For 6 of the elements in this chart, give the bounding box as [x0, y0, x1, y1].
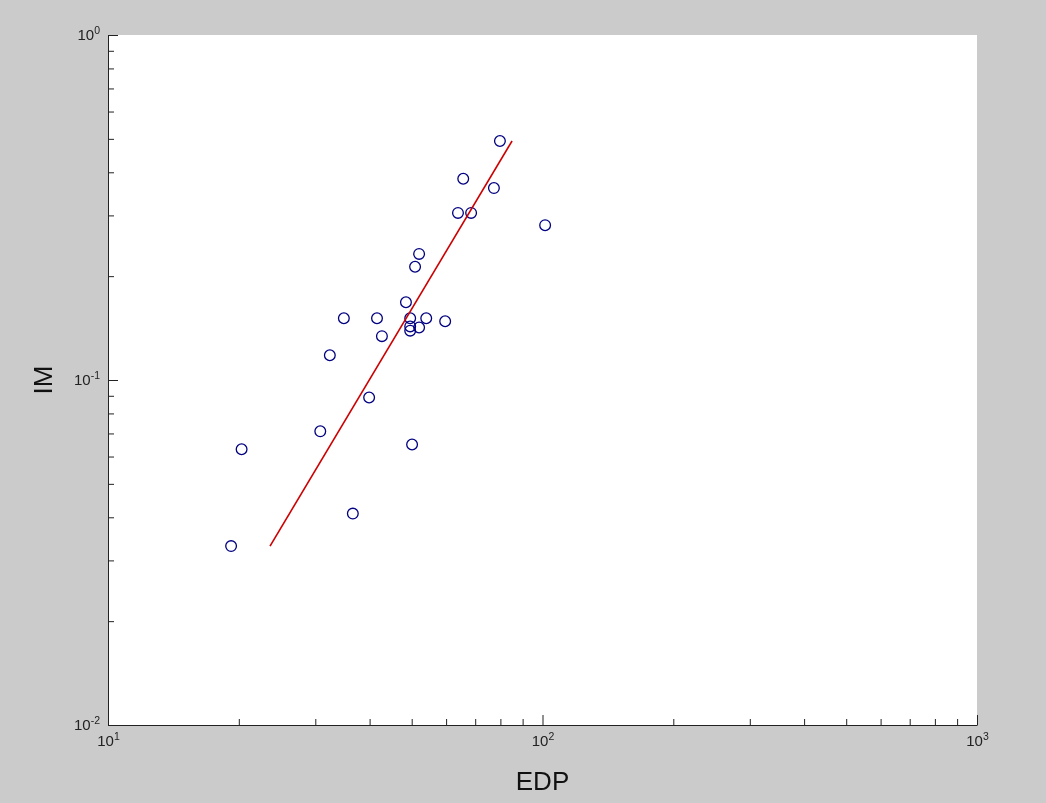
x-tick-label: 10$^{2}$: [531, 730, 555, 749]
y-tick-label: 10$^{-1}$: [73, 369, 101, 389]
x-tick-label: 10$^{3}$: [966, 730, 989, 749]
y-axis-title: IM: [28, 365, 58, 395]
y-tick-label: 10$^{0}$: [77, 24, 101, 44]
x-axis-title: EDP: [515, 766, 570, 796]
